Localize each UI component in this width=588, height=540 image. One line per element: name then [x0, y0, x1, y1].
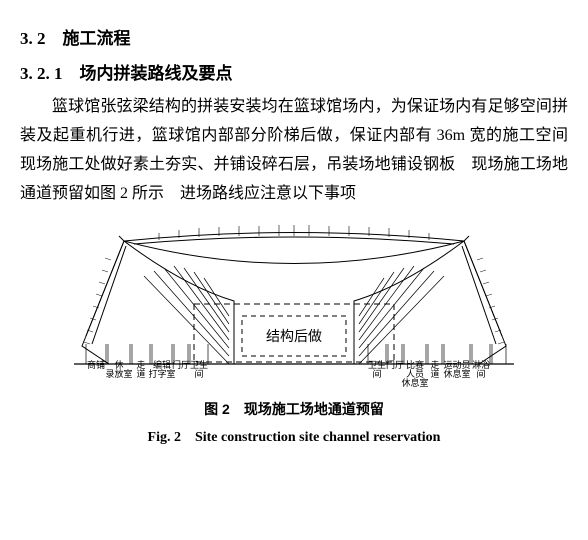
- figure-2: 结构后做商铺休录放室走道编辑打字室门厅卫生间卫生间门厅比赛人员休息室走道运动员休…: [20, 216, 568, 449]
- svg-text:间: 间: [194, 368, 203, 379]
- svg-text:门厅: 门厅: [386, 359, 404, 370]
- svg-text:道: 道: [136, 368, 145, 379]
- stadium-section-diagram: 结构后做商铺休录放室走道编辑打字室门厅卫生间卫生间门厅比赛人员休息室走道运动员休…: [64, 216, 524, 391]
- figure-caption-en: Fig. 2 Site construction site channel re…: [20, 425, 568, 450]
- section-number: 3. 2: [20, 29, 46, 48]
- body-paragraph: 篮球馆张弦梁结构的拼装安装均在篮球馆场内，为保证场内有足够空间拼装及起重机行进，…: [20, 93, 568, 208]
- svg-text:商铺: 商铺: [87, 359, 105, 370]
- svg-text:结构后做: 结构后做: [266, 329, 322, 345]
- svg-text:间: 间: [476, 368, 485, 379]
- subsection-title: 场内拼装路线及要点: [80, 64, 233, 83]
- svg-text:休息室: 休息室: [443, 368, 470, 379]
- svg-text:间: 间: [372, 368, 381, 379]
- section-heading: 3. 2 施工流程: [20, 24, 568, 55]
- svg-text:休息室: 休息室: [401, 377, 428, 388]
- svg-text:门厅: 门厅: [172, 359, 190, 370]
- subsection-heading: 3. 2. 1 场内拼装路线及要点: [20, 59, 568, 90]
- subsection-number: 3. 2. 1: [20, 64, 63, 83]
- section-title: 施工流程: [63, 29, 131, 48]
- figure-caption-cn: 图 2 现场施工场地通道预留: [20, 397, 568, 422]
- svg-text:录放室: 录放室: [105, 368, 132, 379]
- svg-text:道: 道: [430, 368, 439, 379]
